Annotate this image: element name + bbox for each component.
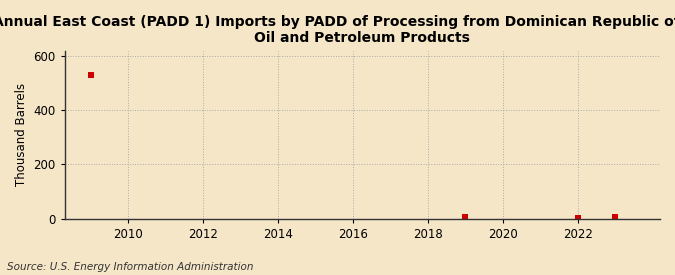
Y-axis label: Thousand Barrels: Thousand Barrels <box>15 83 28 186</box>
Text: Source: U.S. Energy Information Administration: Source: U.S. Energy Information Administ… <box>7 262 253 272</box>
Title: Annual East Coast (PADD 1) Imports by PADD of Processing from Dominican Republic: Annual East Coast (PADD 1) Imports by PA… <box>0 15 675 45</box>
